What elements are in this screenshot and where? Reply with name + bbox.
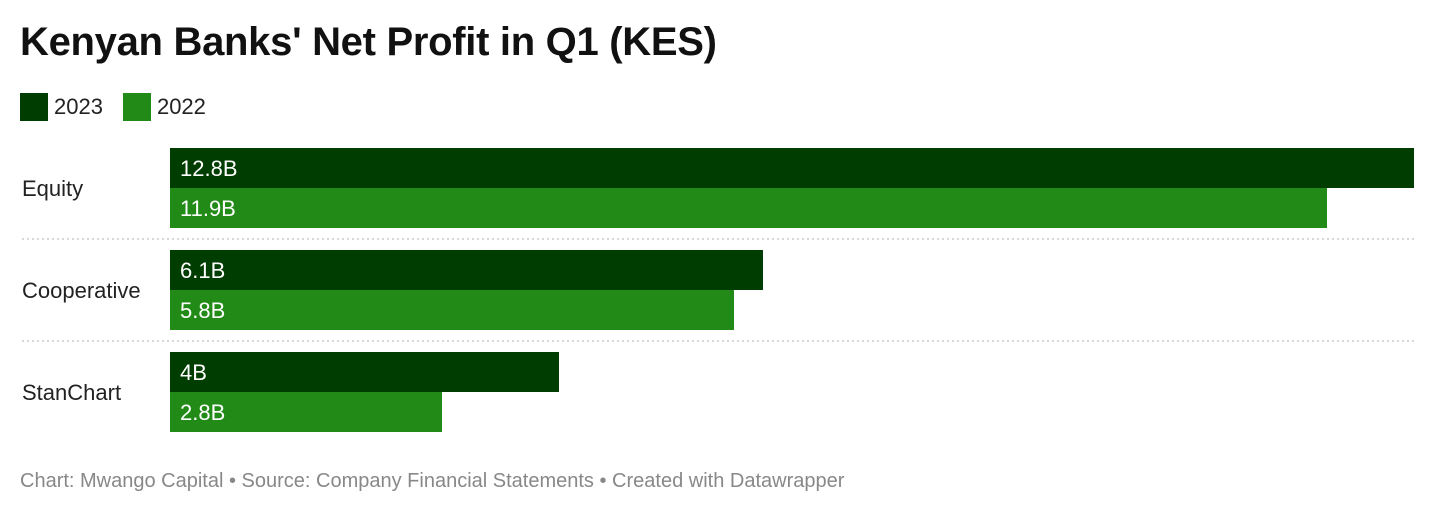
bar-stanchart-2023	[170, 352, 559, 392]
bar-value-label-equity-2023: 12.8B	[180, 156, 238, 181]
bar-equity-2023	[170, 148, 1414, 188]
bar-stanchart-2022	[170, 392, 442, 432]
bar-equity-2022	[170, 188, 1327, 228]
bar-value-label-cooperative-2023: 6.1B	[180, 258, 225, 283]
bar-cooperative-2022	[170, 290, 734, 330]
chart-footer: Chart: Mwango Capital • Source: Company …	[20, 470, 845, 492]
bar-value-label-cooperative-2022: 5.8B	[180, 298, 225, 323]
legend-label-2022: 2022	[156, 94, 206, 119]
category-label-cooperative: Cooperative	[22, 278, 141, 303]
legend-item-2023: 2023	[20, 93, 103, 121]
bar-value-label-stanchart-2023: 4B	[180, 360, 207, 385]
bar-value-label-equity-2022: 11.9B	[180, 196, 236, 221]
bar-cooperative-2023	[170, 250, 763, 290]
chart-title: Kenyan Banks' Net Profit in Q1 (KES)	[20, 20, 717, 64]
bar-chart: Equity 12.8B 11.9B Cooperative 6.1B 5.8B StanC…	[22, 148, 1414, 432]
category-label-stanchart: StanChart	[22, 380, 121, 405]
bar-value-label-stanchart-2022: 2.8B	[180, 400, 225, 425]
legend-label-2023: 2023	[54, 94, 103, 119]
legend-swatch-2022	[122, 93, 151, 121]
category-label-equity: Equity	[22, 176, 83, 201]
legend-item-2022: 2022	[122, 93, 206, 121]
legend-swatch-2023	[20, 93, 48, 121]
legend: 2023 2022	[20, 92, 226, 122]
